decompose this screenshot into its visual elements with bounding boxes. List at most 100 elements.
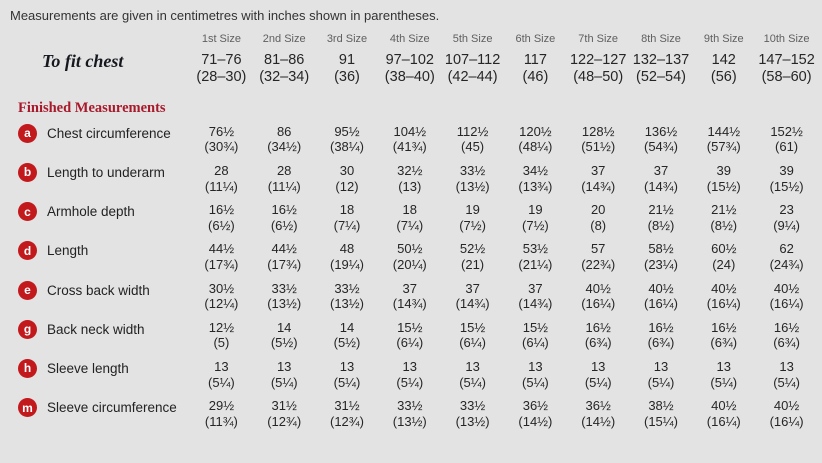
cm-value: 37 [465,280,480,296]
inch-value: (14¾) [518,296,553,312]
inch-value: (14½) [581,413,616,429]
row-key-badge: g [18,319,37,339]
measurement-value: 33½ (13½) [441,394,504,433]
measurement-label-group: b Length to underarm [18,162,190,182]
cm-value: 16½ [208,202,235,218]
measurement-value: 33½ (13½) [441,159,504,198]
measurement-value: 13 (5¼) [316,355,379,394]
inch-value: (6½) [208,217,235,233]
corner-cell [6,27,190,47]
measurement-value: 44½ (17¾) [253,237,316,276]
cm-value: 15½ [459,319,486,335]
inch-value: (5¼) [459,374,486,390]
measurement-value: 57 (22¾) [567,237,630,276]
inch-value: (16¼) [769,296,804,312]
size-column-header: 6th Size [515,33,556,45]
inch-value: (6¼) [459,335,486,351]
cm-value: 71–76 [201,52,242,68]
measurement-value: 13 (5¼) [253,355,316,394]
cm-value: 16½ [271,202,297,218]
measurement-value: 37 (14¾) [630,159,693,198]
measurement-value: 37 (14¾) [441,277,504,316]
inch-value: (48–50) [573,69,624,86]
size-header-row: 1st Size 2nd Size 3rd Size 4th Size 5th Size… [6,27,818,47]
cm-value: 128½ [581,123,615,139]
cm-value: 13 [276,358,292,374]
measurement-value: 40½ (16¼) [692,277,755,316]
inch-value: (6¾) [773,335,800,351]
inch-value: (6¾) [647,335,675,351]
cm-value: 16½ [585,319,611,335]
measurement-value: 86 (34½) [253,120,316,159]
measurement-row: d Length 44½ (17¾) 44½ (17¾) 48 (19¼) 50½ (20¼) 52… [6,237,818,276]
inch-value: (45) [461,139,485,155]
inch-value: (13½) [330,296,364,312]
cm-value: 37 [653,162,669,178]
measurement-value: 39 (15½) [755,159,818,198]
inch-value: (9¼) [773,217,800,233]
inch-value: (38–40) [384,69,435,86]
to-fit-chest-value: 147–152 (58–60) [755,47,818,91]
measurement-value: 62 (24¾) [755,237,818,276]
size-column-header: 2nd Size [262,33,306,45]
inch-value: (52–54) [635,69,686,86]
to-fit-chest-value: 132–137 (52–54) [630,47,693,91]
inch-value: (7½) [459,217,486,233]
inch-value: (61) [775,139,799,155]
row-key-badge: d [18,241,37,261]
measurement-value: 19 (7½) [504,198,567,237]
measurement-value: 95½ (38¼) [316,120,379,159]
measurement-value: 36½ (14½) [567,394,630,433]
measurement-value: 16½ (6¾) [692,316,755,355]
cm-value: 16½ [773,319,800,335]
cm-value: 37 [528,280,543,296]
measurement-value: 18 (7¼) [378,198,441,237]
inch-value: (5) [213,335,230,351]
cm-value: 86 [276,123,292,139]
to-fit-chest-value: 122–127 (48–50) [567,47,630,91]
measurement-value: 13 (5¼) [504,355,567,394]
cm-value: 33½ [271,280,297,296]
measurement-value: 28 (11¼) [253,159,316,198]
measurement-value: 34½ (13¾) [504,159,567,198]
measurement-value: 28 (11¼) [190,159,253,198]
measurement-value: 38½ (15¼) [630,394,693,433]
inch-value: (6½) [270,217,298,233]
size-table-head: 1st Size 2nd Size 3rd Size 4th Size 5th Size… [6,27,818,47]
measurement-label-cell: b Length to underarm [6,159,190,198]
cm-value: 36½ [522,398,549,414]
inch-value: (5¼) [647,374,675,390]
size-column-header: 7th Size [578,33,619,45]
measurement-label-cell: g Back neck width [6,316,190,355]
inch-value: (24¾) [769,256,804,272]
inch-value: (5½) [333,335,361,351]
measurement-label-group: c Armhole depth [18,202,190,222]
cm-value: 97–102 [385,52,434,68]
measurement-value: 14 (5½) [316,316,379,355]
inch-value: (23¼) [643,256,678,272]
cm-value: 16½ [648,319,674,335]
cm-value: 13 [653,358,669,374]
cm-value: 15½ [397,319,423,335]
cm-value: 40½ [773,398,800,414]
cm-value: 152½ [770,123,803,139]
inch-value: (16¼) [706,413,741,429]
measurement-value: 32½ (13) [378,159,441,198]
measurement-value: 39 (15½) [692,159,755,198]
measurement-value: 144½ (57¾) [692,120,755,159]
measurement-value: 37 (14¾) [567,159,630,198]
inch-value: (5¼) [584,374,612,390]
inch-value: (15½) [769,178,804,194]
cm-value: 95½ [334,123,360,139]
measurement-value: 13 (5¼) [692,355,755,394]
row-key-badge: e [18,280,37,300]
cm-value: 39 [716,162,731,178]
cm-value: 44½ [208,241,235,257]
cm-value: 14 [276,319,292,335]
inch-value: (12) [335,178,359,194]
inch-value: (5½) [270,335,298,351]
cm-value: 33½ [334,280,360,296]
to-fit-chest-value: 71–76 (28–30) [190,47,253,91]
measurement-value: 40½ (16¼) [630,277,693,316]
measurement-value: 13 (5¼) [190,355,253,394]
